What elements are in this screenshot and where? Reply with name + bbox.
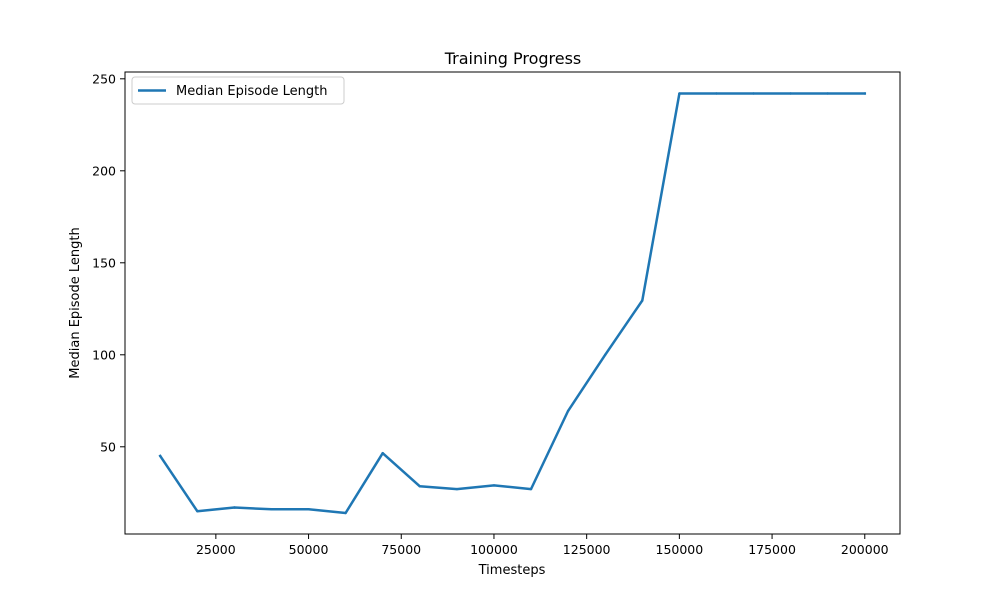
data-point	[270, 508, 273, 511]
data-point	[826, 92, 829, 95]
x-tick-label: 125000	[563, 542, 611, 557]
data-point	[529, 487, 533, 491]
data-point	[344, 511, 347, 515]
data-point	[604, 353, 607, 356]
data-point	[159, 454, 162, 458]
data-point	[492, 484, 496, 487]
x-axis: 25000 50000 75000 100000 125000 150000 175000 2…	[196, 534, 889, 557]
data-point	[307, 508, 310, 511]
data-point	[752, 92, 755, 95]
plot-frame	[124, 71, 901, 535]
x-tick-label: 50000	[289, 542, 329, 557]
x-tick-label: 25000	[196, 542, 236, 557]
data-point	[455, 487, 459, 491]
x-tick-label: 200000	[841, 542, 889, 557]
data-point	[233, 506, 236, 509]
legend-box	[131, 76, 345, 105]
y-axis-label: Median Episode Length	[68, 227, 83, 378]
plot-area	[124, 71, 901, 535]
data-point	[715, 92, 718, 95]
y-tick-label: 100	[92, 347, 116, 362]
legend-label: Median Episode Length	[176, 84, 327, 99]
y-tick-label: 250	[92, 71, 116, 86]
x-axis-label: Timesteps	[478, 563, 546, 578]
data-point	[789, 92, 792, 95]
x-tick-label: 175000	[748, 542, 796, 557]
x-tick-label: 100000	[470, 542, 518, 557]
y-axis: 50 100 150 200 250	[92, 71, 125, 454]
chart-title: Training Progress	[444, 49, 582, 68]
series-layer	[158, 92, 867, 515]
y-tick-label: 150	[92, 255, 116, 270]
x-tick-label: 75000	[381, 542, 421, 557]
data-point	[418, 485, 421, 488]
series-line	[158, 92, 867, 515]
data-point	[566, 409, 570, 413]
y-tick-label: 200	[92, 163, 116, 178]
data-point	[381, 452, 384, 455]
data-point	[641, 299, 644, 302]
legend: Median Episode Length	[131, 76, 345, 105]
y-tick-label: 50	[100, 439, 116, 454]
data-point	[678, 92, 681, 95]
data-point	[863, 92, 866, 95]
x-tick-label: 150000	[656, 542, 704, 557]
data-point	[196, 510, 199, 513]
